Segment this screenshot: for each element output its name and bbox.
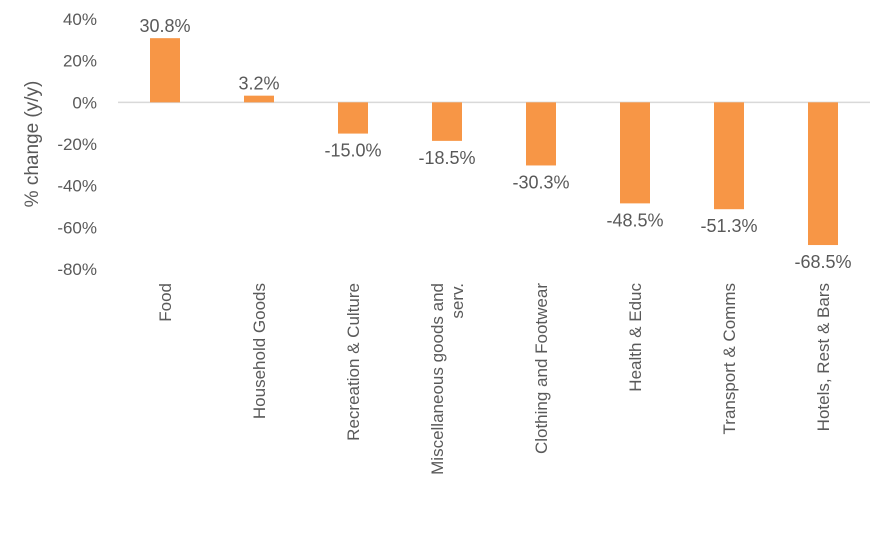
y-axis-ticks: 40% 20% 0% -20% -40% -60% -80% xyxy=(57,10,97,279)
data-label: 30.8% xyxy=(139,16,190,36)
data-label: -18.5% xyxy=(418,148,475,168)
data-label: -30.3% xyxy=(512,172,569,192)
bar xyxy=(714,102,744,210)
data-labels: 30.8% 3.2% -15.0% -18.5% -30.3% -48.5% -51.3% -… xyxy=(139,16,851,272)
y-tick-label: 20% xyxy=(63,52,97,71)
data-label: -68.5% xyxy=(794,252,851,272)
bar xyxy=(620,102,650,204)
bar xyxy=(526,102,556,166)
bar xyxy=(432,102,462,141)
data-label: -48.5% xyxy=(606,210,663,230)
y-tick-label: 0% xyxy=(72,93,97,112)
category-label: Household Goods xyxy=(250,283,269,419)
bar xyxy=(808,102,838,246)
y-tick-label: -20% xyxy=(57,135,97,154)
bar xyxy=(150,38,180,103)
data-label: -15.0% xyxy=(324,141,381,161)
category-label: Health & Educ xyxy=(626,283,645,392)
y-tick-label: -40% xyxy=(57,177,97,196)
y-tick-label: 40% xyxy=(63,10,97,29)
category-label: Transport & Comms xyxy=(720,283,739,434)
data-label: -51.3% xyxy=(700,216,757,236)
category-label: Miscellaneous goods andserv. xyxy=(428,283,467,475)
bars xyxy=(150,38,838,246)
category-labels: Food Household Goods Recreation & Culture M… xyxy=(156,283,833,475)
data-label: 3.2% xyxy=(238,74,279,94)
category-label: Food xyxy=(156,283,175,322)
category-label: Recreation & Culture xyxy=(344,283,363,441)
bar xyxy=(244,95,274,103)
bar xyxy=(338,102,368,134)
category-label: Clothing and Footwear xyxy=(532,283,551,454)
y-tick-label: -80% xyxy=(57,260,97,279)
y-tick-label: -60% xyxy=(57,218,97,237)
category-label: Hotels, Rest & Bars xyxy=(814,283,833,431)
y-axis-title: % change (y/y) xyxy=(22,81,43,208)
